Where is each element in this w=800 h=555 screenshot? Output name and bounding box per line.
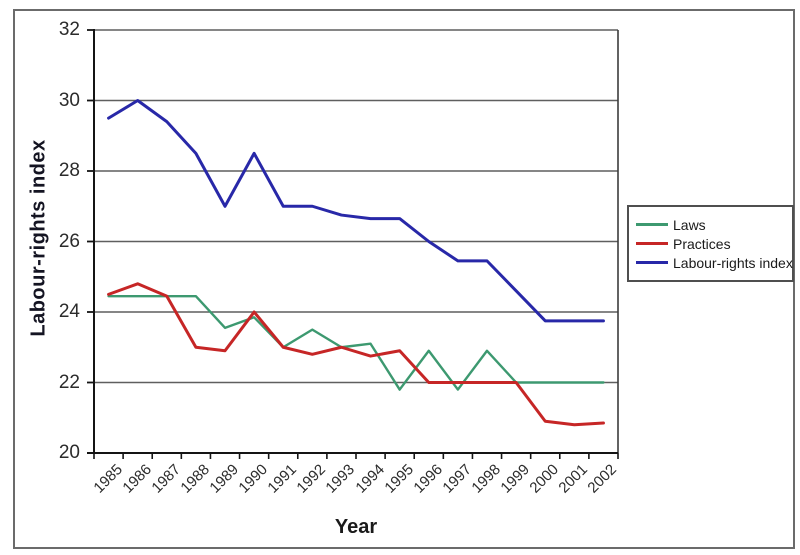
series-line-laws <box>107 294 605 391</box>
y-tick-label-30: 30 <box>58 89 80 111</box>
series-line-labour-rights-index <box>107 99 605 323</box>
x-axis-title: Year <box>334 516 378 538</box>
legend-item-labour-rights-index: Labour-rights index <box>636 254 793 271</box>
y-axis-title: Labour-rights index <box>27 139 50 337</box>
legend-label-labour-rights-index: Labour-rights index <box>673 254 793 271</box>
y-tick-label-22: 22 <box>58 371 80 393</box>
legend-label-laws: Laws <box>673 216 706 233</box>
legend-swatch-laws <box>636 223 668 226</box>
figure-border <box>13 9 795 549</box>
series-line-practices <box>107 282 605 427</box>
legend-swatch-practices <box>636 242 668 245</box>
y-tick-label-32: 32 <box>58 19 80 40</box>
legend-item-laws: Laws <box>636 216 787 233</box>
y-tick-label-28: 28 <box>58 160 80 181</box>
legend-label-practices: Practices <box>673 235 731 252</box>
y-tick-label-20: 20 <box>58 442 80 463</box>
legend-item-practices: Practices <box>636 235 787 252</box>
y-tick-label-26: 26 <box>58 230 80 252</box>
y-tick-label-24: 24 <box>58 301 80 322</box>
legend: Laws Practices Labour-rights index <box>627 205 794 282</box>
legend-swatch-labour-rights-index <box>636 261 668 264</box>
